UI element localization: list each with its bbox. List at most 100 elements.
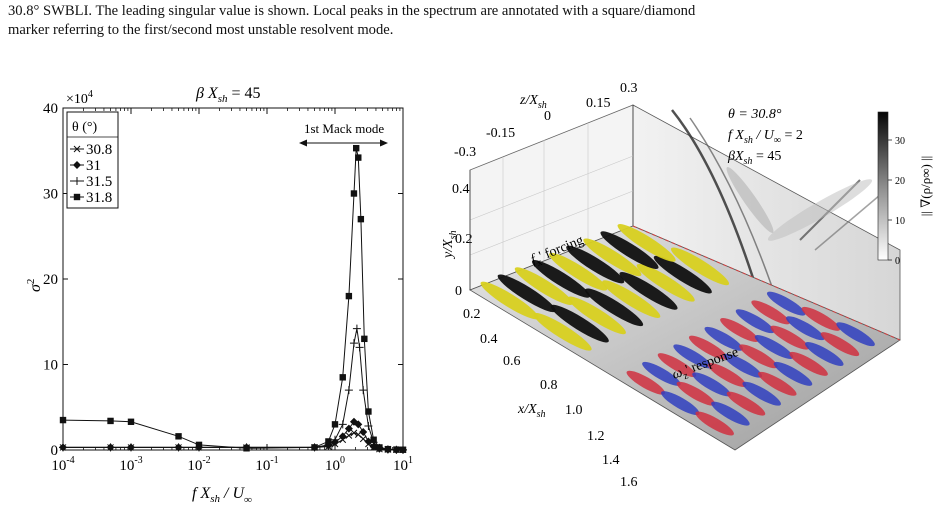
response-structure xyxy=(704,326,744,351)
data-point xyxy=(364,437,373,446)
z-tick-label: 0.3 xyxy=(620,81,638,96)
colorbar-tick-label: 20 xyxy=(895,176,905,187)
forcing-structure xyxy=(567,296,626,335)
x3d-axis-ticks: 0.2 0.4 0.6 0.8 1.0 1.2 1.41.6 xyxy=(463,307,638,490)
series-31-8 xyxy=(59,144,407,453)
y-axis-label: σ2 xyxy=(25,279,44,292)
response-structure xyxy=(720,318,759,342)
theta-annotation: θ = 30.8° xyxy=(728,107,782,122)
data-point xyxy=(399,446,407,453)
response-structure xyxy=(805,342,844,366)
data-point xyxy=(338,432,347,441)
forcing-structure xyxy=(533,312,592,351)
data-point xyxy=(59,443,67,452)
data-point xyxy=(352,324,361,333)
forcing-structure xyxy=(636,263,695,302)
x-axis-ticks: 10-4 10-3 10-2 10-1 100 101 xyxy=(51,108,413,474)
data-point xyxy=(325,438,332,445)
x3d-tick-label: 0.4 xyxy=(480,332,498,347)
response-structure xyxy=(758,371,797,396)
forcing-structure xyxy=(531,260,591,298)
y-tick-label: 20 xyxy=(43,272,58,288)
response-structure xyxy=(688,335,728,360)
legend-label: 31.5 xyxy=(86,174,112,190)
response-mode-structures xyxy=(626,291,875,436)
response-structure xyxy=(661,391,700,416)
y3d-tick-label: 0.2 xyxy=(455,232,473,247)
response-structure xyxy=(801,306,841,331)
legend-box xyxy=(66,111,119,209)
x3d-tick-label: 0.2 xyxy=(463,307,481,322)
data-point xyxy=(311,444,318,451)
y-tick-label: 10 xyxy=(43,358,58,374)
y-axis-ticks: 0 10 20 30 40 xyxy=(43,101,403,459)
y3d-tick-label: 0.4 xyxy=(452,182,470,197)
x-tick-label: 10-3 xyxy=(119,455,142,474)
z-tick-label: -0.15 xyxy=(486,126,515,141)
data-point xyxy=(339,374,346,381)
forcing-structure xyxy=(566,245,625,284)
legend-label: 31 xyxy=(86,158,101,174)
data-point xyxy=(393,446,400,453)
colorbar-tick-label: 30 xyxy=(895,136,905,147)
data-point xyxy=(365,408,372,415)
x3d-tick-label: 0.6 xyxy=(503,354,521,369)
data-point xyxy=(355,343,364,352)
forcing-mode-structures xyxy=(480,224,730,351)
z-tick-label: -0.3 xyxy=(454,145,476,160)
data-point xyxy=(195,441,203,449)
response-structure xyxy=(673,344,712,369)
y-tick-label: 40 xyxy=(43,101,58,117)
z-axis-ticks: -0.3 -0.15 0 0.15 0.3 xyxy=(454,81,638,160)
parameter-annotations: θ = 30.8° f Xsh / U∞ = 2 βXsh = 45 xyxy=(727,107,803,167)
back-wall-grid xyxy=(469,123,634,277)
response-structure xyxy=(676,381,716,406)
data-point xyxy=(359,428,368,437)
z-tick-label: 0.15 xyxy=(586,96,611,111)
data-point xyxy=(174,443,183,452)
data-point xyxy=(376,444,383,451)
data-point xyxy=(106,443,115,452)
x-tick-label: 100 xyxy=(325,455,345,474)
y-tick-label: 30 xyxy=(43,187,58,203)
colorbar-gradient xyxy=(877,111,889,261)
data-point xyxy=(344,386,353,395)
sigma-spectrum-plot: 0 10 20 30 40 10-4 10-3 10-2 10-1 100 101 θ (°) 3… xyxy=(25,85,413,506)
legend-marker xyxy=(73,177,81,185)
x-tick-label: 10-4 xyxy=(51,455,74,474)
response-structure xyxy=(692,372,731,397)
forcing-structure xyxy=(497,274,556,313)
forcing-structure xyxy=(480,281,539,320)
x3d-tick-label: 1.4 xyxy=(602,453,620,468)
x3d-tick-label: 1.0 xyxy=(565,403,583,418)
beta-label: β Xsh = 45 xyxy=(195,85,261,105)
data-point xyxy=(331,435,339,444)
legend-label: 30.8 xyxy=(86,142,112,158)
beta-annotation: βXsh = 45 xyxy=(727,149,781,167)
x3d-tick-label: 1.2 xyxy=(587,429,605,444)
response-structure xyxy=(657,353,697,378)
data-point xyxy=(355,154,362,161)
figure-caption: 30.8° SWBLI. The leading singular value … xyxy=(8,2,933,40)
response-structure xyxy=(773,361,813,386)
forcing-structure xyxy=(600,231,659,269)
response-structure xyxy=(707,363,747,387)
x3d-tick-label: 0.8 xyxy=(540,378,558,393)
series-line xyxy=(63,421,403,451)
response-structure xyxy=(723,353,763,378)
data-point xyxy=(175,433,182,440)
data-point xyxy=(350,429,358,437)
colorbar: 0 10 20 30 || ∇(ρ/ρ∞) || xyxy=(877,111,933,267)
response-structure xyxy=(751,300,790,325)
x3d-tick-label: 1.6 xyxy=(620,475,638,490)
z-axis-label: z/Xsh xyxy=(519,93,547,111)
forcing-structure xyxy=(617,224,676,262)
response-structure xyxy=(695,411,734,436)
legend-label: 31.8 xyxy=(86,190,112,206)
response-structure xyxy=(739,344,778,369)
x-tick-label: 101 xyxy=(393,455,413,474)
forcing-structure xyxy=(602,280,661,318)
data-point xyxy=(127,418,135,425)
